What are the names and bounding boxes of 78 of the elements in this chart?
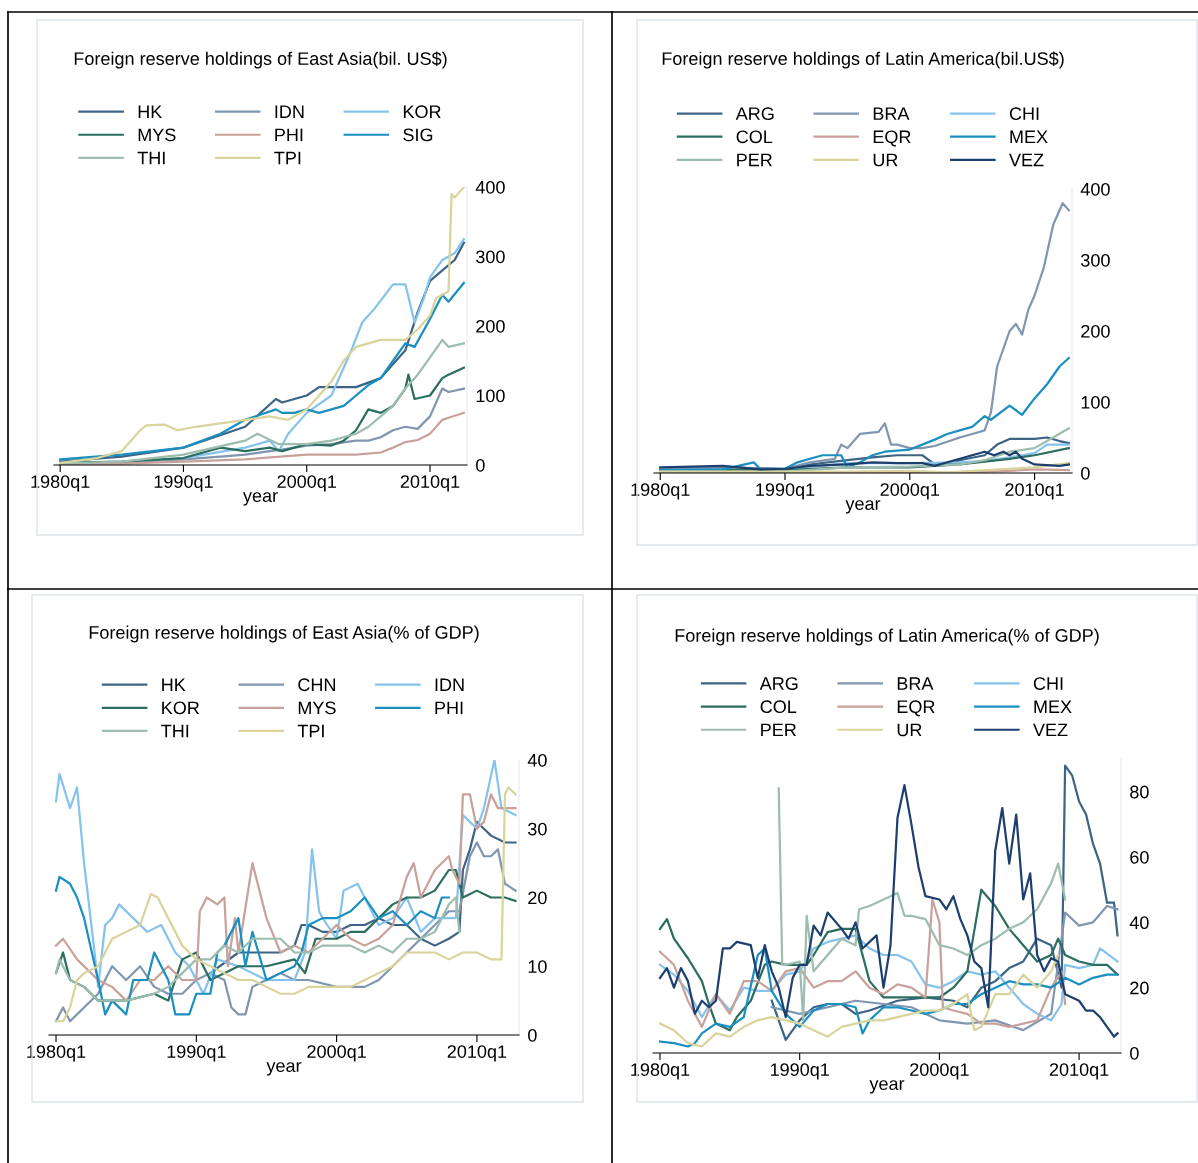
x-tick-label: 1990q1 <box>167 1045 226 1062</box>
y-tick-label: 200 <box>1081 324 1110 338</box>
legend-label: IDN <box>275 105 304 118</box>
legend-label: IDN <box>435 678 464 691</box>
x-tick-label: 1980q1 <box>631 483 690 500</box>
legend-label: PHI <box>435 701 463 715</box>
y-tick-label: 80 <box>1130 785 1149 799</box>
y-tick-label: 0 <box>1081 466 1090 480</box>
legend-label: HK <box>162 678 186 691</box>
y-tick-label: 30 <box>528 822 547 836</box>
legend-label: THI <box>161 724 189 738</box>
legend-label: PHI <box>275 128 303 142</box>
legend-label: COL <box>736 130 773 144</box>
x-tick-label: 2000q1 <box>277 475 336 492</box>
x-tick-label: 1980q1 <box>27 1045 86 1062</box>
y-tick-label: 0 <box>476 458 485 472</box>
legend-label: BRA <box>897 677 934 690</box>
chart-title: Foreign reserve holdings of Latin America(% of GDP) <box>675 628 1099 646</box>
legend-label: EQR <box>873 130 911 147</box>
legend-label: VEZ <box>1033 723 1068 737</box>
x-axis-title: year <box>266 1062 302 1076</box>
y-tick-label: 200 <box>476 319 505 333</box>
y-tick-label: 400 <box>1080 182 1110 196</box>
chart-title: Foreign reserve holdings of East Asia(% of GDP) <box>89 625 479 643</box>
legend-label: KOR <box>403 105 441 119</box>
x-tick-label: 2000q1 <box>307 1045 366 1062</box>
y-tick-label: 40 <box>1129 916 1149 930</box>
legend-label: THI <box>137 151 165 165</box>
legend-label: PER <box>761 723 796 737</box>
y-tick-label: 0 <box>528 1028 537 1042</box>
x-tick-label: 2010q1 <box>447 1045 507 1062</box>
legend-label: MEX <box>1034 700 1072 713</box>
y-tick-label: 300 <box>1081 253 1110 267</box>
y-tick-label: 100 <box>1081 395 1110 409</box>
legend-label: UR <box>873 153 898 167</box>
legend-label: COL <box>760 700 797 714</box>
x-tick-label: 2010q1 <box>1005 483 1064 500</box>
legend-label: KOR <box>162 701 199 715</box>
x-tick-label: 1990q1 <box>770 1063 829 1080</box>
y-tick-label: 20 <box>1130 981 1149 995</box>
x-axis-title: year <box>869 1080 905 1094</box>
legend-label: SIG <box>403 128 433 142</box>
legend-label: MEX <box>1010 130 1048 144</box>
x-tick-label: 2000q1 <box>910 1063 969 1080</box>
legend-label: UR <box>897 723 922 737</box>
x-tick-label: 1990q1 <box>154 475 213 492</box>
y-tick-label: 0 <box>1130 1046 1139 1060</box>
x-tick-label: 2010q1 <box>1049 1063 1109 1080</box>
legend-label: CHN <box>298 678 335 692</box>
legend-label: MYS <box>298 701 336 715</box>
x-axis-title: year <box>242 492 278 506</box>
legend-label: CHI <box>1009 107 1039 121</box>
y-tick-label: 40 <box>527 753 547 767</box>
x-tick-label: 2010q1 <box>400 475 460 492</box>
y-tick-label: 10 <box>528 960 547 973</box>
y-tick-label: 60 <box>1130 850 1149 864</box>
legend-label: EQR <box>897 700 935 717</box>
y-tick-label: 300 <box>476 250 505 264</box>
x-tick-label: 1980q1 <box>631 1063 690 1080</box>
chart-title: Foreign reserve holdings of East Asia(bil. US$) <box>74 51 447 69</box>
legend-label: ARG <box>735 107 774 121</box>
legend-label: ARG <box>759 677 798 690</box>
legend-label: CHI <box>1033 677 1063 690</box>
x-axis-title: year <box>845 500 881 514</box>
legend-label: MYS <box>138 128 176 142</box>
chart-title: Foreign reserve holdings of Latin America(bil.US$) <box>662 51 1064 69</box>
legend-label: PER <box>737 153 772 167</box>
y-tick-label: 20 <box>528 891 547 905</box>
legend-label: VEZ <box>1009 153 1044 167</box>
legend-label: TPI <box>274 151 301 165</box>
legend-label: BRA <box>873 107 910 120</box>
legend-label: HK <box>138 105 163 118</box>
y-tick-label: 100 <box>476 389 505 403</box>
y-tick-label: 400 <box>475 180 505 194</box>
x-tick-label: 2000q1 <box>880 483 940 500</box>
x-tick-label: 1980q1 <box>31 475 90 492</box>
x-tick-label: 1990q1 <box>756 483 815 500</box>
legend-label: TPI <box>297 724 324 738</box>
